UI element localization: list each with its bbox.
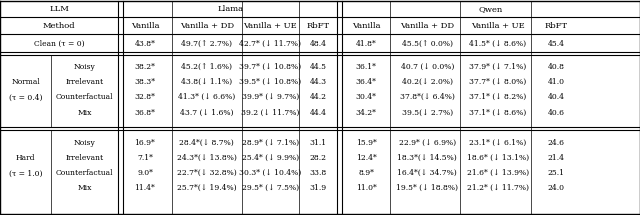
Text: 41.8*: 41.8* (356, 40, 376, 48)
Text: 43.7 (↓ 1.6%): 43.7 (↓ 1.6%) (180, 109, 234, 117)
Text: 24.3*(↓ 13.8%): 24.3*(↓ 13.8%) (177, 154, 237, 162)
Text: 34.2*: 34.2* (356, 109, 376, 117)
Text: LLM: LLM (49, 5, 69, 13)
Text: 45.5(↑ 0.0%): 45.5(↑ 0.0%) (402, 40, 452, 48)
Text: 31.9: 31.9 (310, 184, 326, 192)
Text: 30.4*: 30.4* (356, 93, 376, 101)
Text: 18.3*(↓ 14.5%): 18.3*(↓ 14.5%) (397, 154, 457, 162)
Text: 25.1: 25.1 (547, 169, 564, 177)
Text: Mix: Mix (77, 184, 92, 192)
Text: 24.6: 24.6 (547, 139, 564, 147)
Text: 36.1*: 36.1* (356, 63, 376, 71)
Text: 43.8*: 43.8* (134, 40, 156, 48)
Text: 7.1*: 7.1* (137, 154, 153, 162)
Text: 21.4: 21.4 (547, 154, 564, 162)
Text: Hard: Hard (16, 154, 35, 161)
Text: 43.8(↓ 1.1%): 43.8(↓ 1.1%) (181, 78, 232, 86)
Text: 37.8*(↓ 6.4%): 37.8*(↓ 6.4%) (400, 93, 454, 101)
Text: 48.4: 48.4 (310, 40, 326, 48)
Text: 37.9* (↓ 7.1%): 37.9* (↓ 7.1%) (469, 63, 526, 71)
Text: 16.4*(↓ 34.7%): 16.4*(↓ 34.7%) (397, 169, 457, 177)
Text: 22.7*(↓ 32.8%): 22.7*(↓ 32.8%) (177, 169, 237, 177)
Text: Vanilla + UE: Vanilla + UE (471, 22, 524, 30)
Text: Vanilla + DD: Vanilla + DD (400, 22, 454, 30)
Text: 39.9* (↓ 9.7%): 39.9* (↓ 9.7%) (242, 93, 299, 101)
Text: 38.2*: 38.2* (134, 63, 156, 71)
Text: 28.4*(↓ 8.7%): 28.4*(↓ 8.7%) (179, 139, 234, 147)
Text: Qwen: Qwen (479, 5, 503, 13)
Text: 38.3*: 38.3* (134, 78, 156, 86)
Text: 39.7* (↓ 10.8%): 39.7* (↓ 10.8%) (239, 63, 301, 71)
Text: 28.2: 28.2 (310, 154, 326, 162)
Text: 44.3: 44.3 (310, 78, 326, 86)
Text: 22.9* (↓ 6.9%): 22.9* (↓ 6.9%) (399, 139, 456, 147)
Text: Irrelevant: Irrelevant (66, 154, 104, 162)
Text: 37.1* (↓ 8.2%): 37.1* (↓ 8.2%) (469, 93, 526, 101)
Text: 31.1: 31.1 (310, 139, 326, 147)
Text: 36.8*: 36.8* (134, 109, 156, 117)
Text: 12.4*: 12.4* (356, 154, 376, 162)
Text: 40.4: 40.4 (547, 93, 564, 101)
Text: Normal: Normal (12, 78, 40, 86)
Text: Method: Method (43, 22, 76, 30)
Text: Vanilla: Vanilla (352, 22, 380, 30)
Text: 23.1* (↓ 6.1%): 23.1* (↓ 6.1%) (469, 139, 526, 147)
Text: Vanilla: Vanilla (131, 22, 159, 30)
Text: 41.0: 41.0 (547, 78, 564, 86)
Text: 41.3* (↓ 6.6%): 41.3* (↓ 6.6%) (178, 93, 236, 101)
Text: 36.4*: 36.4* (356, 78, 376, 86)
Text: 15.9*: 15.9* (356, 139, 376, 147)
Text: 40.8: 40.8 (547, 63, 564, 71)
Text: RbFT: RbFT (544, 22, 568, 30)
Text: Noisy: Noisy (74, 139, 95, 147)
Text: 45.4: 45.4 (547, 40, 564, 48)
Text: 42.7* (↓ 11.7%): 42.7* (↓ 11.7%) (239, 40, 301, 48)
Text: Clean (τ = 0): Clean (τ = 0) (34, 40, 84, 48)
Text: 40.2(↓ 2.0%): 40.2(↓ 2.0%) (402, 78, 452, 86)
Text: Counterfactual: Counterfactual (56, 93, 113, 101)
Text: Counterfactual: Counterfactual (56, 169, 113, 177)
Text: 37.7* (↓ 8.0%): 37.7* (↓ 8.0%) (469, 78, 526, 86)
Text: 44.2: 44.2 (310, 93, 326, 101)
Text: (τ = 0.4): (τ = 0.4) (9, 94, 42, 102)
Text: 40.7 (↓ 0.0%): 40.7 (↓ 0.0%) (401, 63, 454, 71)
Text: Llama: Llama (217, 5, 243, 13)
Text: 39.5* (↓ 10.8%): 39.5* (↓ 10.8%) (239, 78, 301, 86)
Text: 16.9*: 16.9* (134, 139, 156, 147)
Text: 33.8: 33.8 (310, 169, 326, 177)
Text: 29.5* (↓ 7.5%): 29.5* (↓ 7.5%) (242, 184, 299, 192)
Text: Vanilla + UE: Vanilla + UE (244, 22, 297, 30)
Text: 9.0*: 9.0* (137, 169, 153, 177)
Text: 11.0*: 11.0* (356, 184, 376, 192)
Text: 44.4: 44.4 (310, 109, 326, 117)
Text: Irrelevant: Irrelevant (66, 78, 104, 86)
Text: Vanilla + DD: Vanilla + DD (180, 22, 234, 30)
Text: 25.4* (↓ 9.9%): 25.4* (↓ 9.9%) (242, 154, 299, 162)
Text: (τ = 1.0): (τ = 1.0) (9, 169, 42, 177)
Text: Mix: Mix (77, 109, 92, 117)
Text: 18.6* (↓ 13.1%): 18.6* (↓ 13.1%) (467, 154, 529, 162)
Text: 11.4*: 11.4* (134, 184, 156, 192)
Text: 39.2 (↓ 11.7%): 39.2 (↓ 11.7%) (241, 109, 300, 117)
Text: 39.5(↓ 2.7%): 39.5(↓ 2.7%) (402, 109, 452, 117)
Text: 49.7(↑ 2.7%): 49.7(↑ 2.7%) (181, 40, 232, 48)
Text: 32.8*: 32.8* (134, 93, 156, 101)
Text: 30.3* (↓ 10.4%): 30.3* (↓ 10.4%) (239, 169, 301, 177)
Text: 24.0: 24.0 (547, 184, 564, 192)
Text: 41.5* (↓ 8.6%): 41.5* (↓ 8.6%) (469, 40, 526, 48)
Text: 28.9* (↓ 7.1%): 28.9* (↓ 7.1%) (242, 139, 299, 147)
Text: 8.9*: 8.9* (358, 169, 374, 177)
Text: 21.2* (↓ 11.7%): 21.2* (↓ 11.7%) (467, 184, 529, 192)
Text: 37.1* (↓ 8.6%): 37.1* (↓ 8.6%) (469, 109, 526, 117)
Text: 25.7*(↓ 19.4%): 25.7*(↓ 19.4%) (177, 184, 237, 192)
Text: 21.6* (↓ 13.9%): 21.6* (↓ 13.9%) (467, 169, 529, 177)
Text: 45.2(↑ 1.6%): 45.2(↑ 1.6%) (181, 63, 232, 71)
Text: 40.6: 40.6 (547, 109, 564, 117)
Text: 44.5: 44.5 (310, 63, 326, 71)
Text: RbFT: RbFT (307, 22, 330, 30)
Text: 19.5* (↓ 18.8%): 19.5* (↓ 18.8%) (396, 184, 458, 192)
Text: Noisy: Noisy (74, 63, 95, 71)
